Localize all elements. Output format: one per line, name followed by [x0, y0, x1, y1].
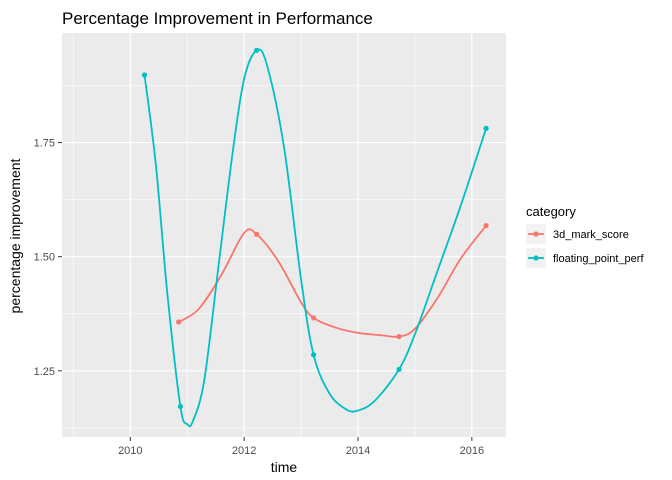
data-point-floating_point_perf-1 — [177, 403, 183, 410]
series-points — [141, 47, 489, 410]
data-point-floating_point_perf-4 — [396, 366, 402, 373]
legend-key-point — [533, 231, 539, 237]
x-axis-title: time — [271, 459, 298, 475]
data-point-3d_mark_score-4 — [483, 223, 489, 229]
data-point-3d_mark_score-3 — [396, 333, 402, 340]
data-point-floating_point_perf-2 — [254, 47, 260, 53]
legend-key-point — [533, 255, 539, 261]
x-tick-label: 2010 — [118, 445, 142, 457]
axis-ticks: 2010 2012 2014 2016 1.25 1.50 1.75 — [34, 138, 485, 457]
data-point-floating_point_perf-3 — [311, 352, 317, 358]
x-tick-label: 2014 — [346, 445, 370, 457]
data-point-3d_mark_score-1 — [254, 231, 260, 237]
data-point-floating_point_perf-0 — [141, 72, 148, 78]
data-point-floating_point_perf-5 — [483, 125, 489, 132]
legend-label-floating_point_perf: floating_point_perf — [553, 253, 644, 265]
chart-title: Percentage Improvement in Performance — [62, 9, 373, 28]
legend-label-3d_mark_score: 3d_mark_score — [553, 229, 629, 241]
y-tick-label: 1.50 — [34, 252, 55, 264]
data-point-3d_mark_score-0 — [176, 319, 182, 325]
grid-lines — [62, 33, 506, 437]
x-tick-label: 2012 — [232, 445, 256, 457]
y-tick-label: 1.75 — [34, 138, 55, 150]
y-tick-label: 1.25 — [34, 366, 55, 378]
data-point-3d_mark_score-2 — [311, 315, 317, 321]
legend-title: category — [526, 204, 576, 219]
x-tick-label: 2016 — [460, 445, 484, 457]
y-axis-title: percentage improvement — [7, 158, 23, 313]
series-line-3d_mark_score — [178, 225, 487, 338]
legend: category 3d_mark_score floating_point_per… — [526, 204, 644, 268]
plot-panel — [62, 33, 506, 437]
